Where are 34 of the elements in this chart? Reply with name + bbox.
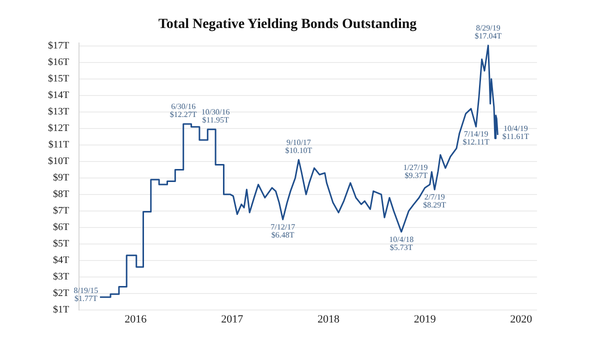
y-tick-label: $6T [53,222,70,234]
y-tick-label: $4T [53,254,70,266]
annotation: 7/12/17 $6.48T [270,222,296,240]
y-tick-label: $16T [48,57,70,68]
y-tick-label: $8T [53,189,70,200]
annotation: 10/4/18 $5.73T [389,234,414,252]
annotation: 10/30/16 $11.95T [201,107,230,124]
y-tick-label: $9T [53,172,70,184]
y-tick-label: $7T [53,206,70,217]
x-tick-label: 2017 [221,313,244,326]
chart-title: Total Negative Yielding Bonds Outstanding [158,17,417,32]
annotation: 9/10/17 $10.10T [285,138,312,155]
x-tick-label: 2019 [414,313,436,326]
annotation: 8/19/15 $1.77T [74,286,98,304]
y-tick-label: $3T [53,271,70,282]
y-tick-label: $1T [53,304,70,316]
y-tick-label: $12T [48,123,70,134]
annotation: 1/27/19 $9.37T [403,162,428,180]
y-tick-label: $11T [48,140,70,151]
y-tick-label: $5T [53,238,70,250]
x-tick-label: 2018 [318,313,340,326]
annotation: 10/4/19 $11.61T [502,124,530,141]
annotation: 8/29/19 $17.04T [474,23,502,40]
y-tick-label: $13T [48,106,70,118]
y-tick-label: $15T [48,74,70,85]
y-tick-label: $14T [48,90,70,102]
x-tick-label: 2020 [510,313,533,326]
x-tick-label: 2016 [124,313,148,326]
y-tick-label: $2T [53,288,70,299]
annotation: 6/30/16 $12.27T [170,102,197,120]
annotation: 7/14/19 $12.11T [462,130,490,147]
y-tick-label: $17T [48,40,70,52]
annotation: 2/7/19 $8.29T [423,192,446,210]
y-tick-label: $10T [48,156,70,168]
